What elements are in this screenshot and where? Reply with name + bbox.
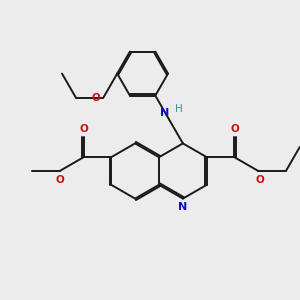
- Text: N: N: [178, 202, 188, 212]
- Text: N: N: [160, 108, 169, 118]
- Text: O: O: [230, 124, 239, 134]
- Text: O: O: [91, 92, 100, 103]
- Text: O: O: [55, 175, 64, 184]
- Text: H: H: [175, 104, 182, 114]
- Text: O: O: [79, 124, 88, 134]
- Text: O: O: [255, 175, 264, 184]
